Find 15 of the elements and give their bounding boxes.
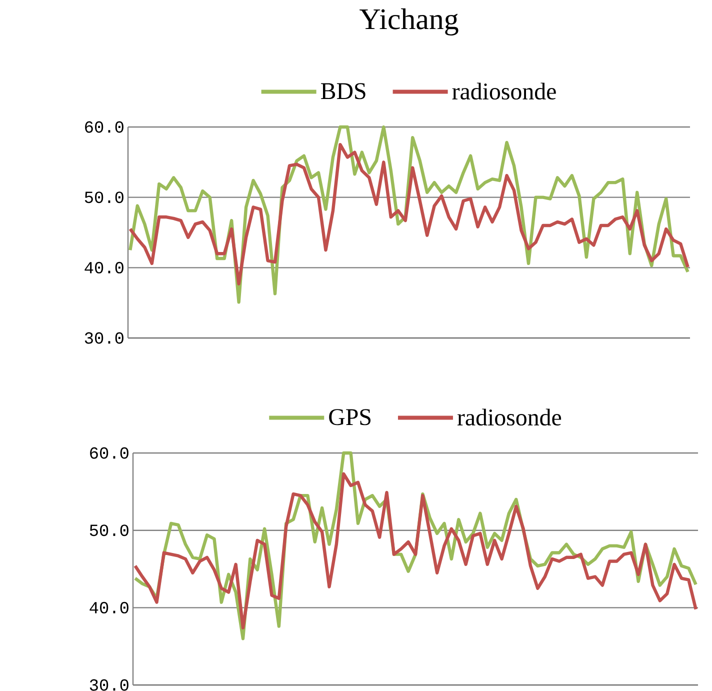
legend-label: radiosonde (457, 408, 562, 426)
y-tick-label: 40.0 (90, 602, 128, 614)
line-series (134, 472, 698, 630)
y-tick-label: 50.0 (84, 192, 124, 204)
y-tick-label: 30.0 (84, 332, 124, 344)
y-tick-label: 40.0 (84, 262, 124, 274)
legend-label: BDS (320, 83, 366, 100)
y-tick-label: 60.0 (85, 121, 124, 133)
chart-title: Yichang (360, 8, 458, 36)
line-series (128, 142, 690, 286)
y-tick-label: 50.0 (90, 524, 128, 536)
y-tick-label: 30.0 (90, 679, 128, 691)
legend-label: radiosonde (452, 82, 556, 100)
y-tick-label: 60.0 (90, 447, 128, 459)
legend-label: GPS (329, 409, 370, 426)
